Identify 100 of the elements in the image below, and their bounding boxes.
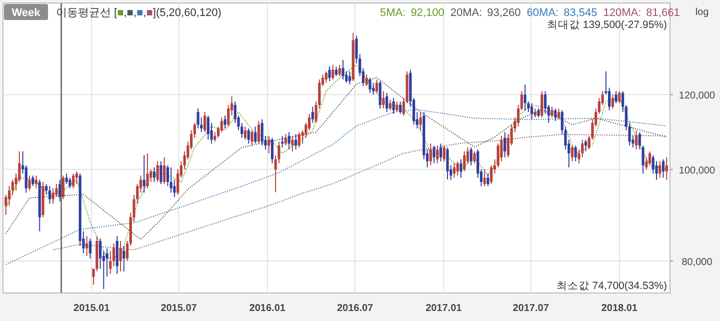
candlestick [260, 118, 264, 146]
annotation: 최소값 74,700(34.53%) [556, 280, 667, 292]
candlestick [28, 175, 31, 191]
candlestick [419, 112, 422, 131]
candlestick [156, 160, 159, 182]
candlestick [348, 70, 352, 85]
candlestick [524, 84, 526, 111]
candlestick [618, 90, 621, 104]
candlestick [392, 98, 395, 114]
candlestick [298, 132, 300, 148]
candlestick [68, 177, 72, 189]
candlestick [388, 99, 392, 111]
candlestick [584, 139, 588, 152]
candlestick [152, 166, 156, 182]
candlestick [291, 135, 294, 152]
candlestick [634, 130, 638, 150]
candlestick [662, 158, 665, 178]
x-tick-label: 2017.07 [512, 303, 550, 314]
candlestick [463, 150, 466, 172]
candlestick [142, 154, 146, 194]
candlestick [386, 92, 388, 113]
candlestick [34, 175, 38, 189]
x-tick-label: 2018.01 [601, 303, 638, 314]
annotation: 92,100 [410, 7, 444, 19]
candlestick [24, 164, 28, 194]
candlestick [504, 132, 506, 158]
candlestick [382, 90, 385, 109]
x-tick-label: 2016.01 [249, 303, 286, 314]
annotation: 93,260 [487, 7, 521, 19]
candlestick [4, 194, 8, 216]
candlestick [432, 145, 436, 164]
candlestick [557, 108, 560, 120]
candlestick [483, 168, 486, 187]
candlestick [368, 77, 372, 94]
candlestick [442, 145, 446, 162]
candlestick [334, 66, 338, 77]
candlestick [429, 143, 432, 166]
candlestick [530, 102, 534, 120]
candlestick [58, 179, 62, 202]
candlestick [614, 90, 618, 104]
candlestick [72, 173, 75, 189]
candlestick [122, 245, 126, 272]
annotation: 최대값 139,500(-27.95%) [547, 19, 667, 31]
candlestick [378, 80, 382, 109]
candlestick [288, 132, 290, 150]
candlestick [206, 115, 210, 140]
candlestick [32, 175, 34, 187]
candlestick [570, 145, 574, 162]
candlestick [119, 240, 122, 272]
candlestick [324, 70, 328, 84]
candlestick [648, 150, 652, 166]
candlestick [436, 145, 439, 164]
candlestick [332, 64, 334, 80]
candlestick [281, 135, 284, 148]
text: log [695, 7, 709, 18]
text: [■,■,■,■](5,20,60,120) [114, 7, 222, 19]
candlestick [540, 90, 544, 118]
x-tick-label: 2015.07 [160, 303, 198, 314]
candlestick [163, 156, 166, 185]
candlestick [446, 146, 449, 180]
candlestick [52, 188, 54, 204]
candlestick [75, 170, 78, 185]
candlestick [160, 160, 162, 185]
candlestick [85, 236, 88, 256]
candlestick [486, 173, 490, 187]
candlestick [338, 64, 341, 77]
candlestick [365, 74, 368, 87]
annotation: 83,545 [564, 7, 598, 19]
candlestick [294, 134, 298, 150]
y-tick-label: 100,000 [678, 165, 716, 176]
candlestick [196, 108, 200, 129]
candlestick [396, 100, 398, 113]
candlestick [170, 166, 172, 194]
x-tick-label: 2017.01 [426, 303, 462, 314]
candlestick [65, 173, 68, 185]
candlestick [439, 143, 442, 162]
x-tick-label: 2016.07 [336, 303, 374, 314]
candlestick [227, 104, 230, 128]
y-tick-label: 120,000 [678, 90, 716, 102]
text: 120MA: [603, 7, 642, 19]
candlestick [250, 130, 254, 146]
candlestick [270, 137, 274, 164]
candlestick [658, 160, 662, 178]
candlestick [554, 108, 557, 122]
candlestick [470, 146, 472, 166]
candlestick [146, 152, 149, 189]
candlestick [254, 126, 257, 144]
y-tick-label: 80,000 [682, 257, 713, 268]
text: 60MA: [526, 7, 559, 19]
candlestick [62, 175, 64, 200]
text: 20MA: [450, 7, 482, 19]
candlestick [399, 100, 402, 114]
candlestick [611, 94, 614, 109]
candlestick [574, 145, 577, 162]
candlestick [247, 128, 250, 144]
candlestick [452, 162, 456, 178]
candlestick [550, 106, 554, 118]
candlestick [224, 115, 226, 129]
candlestick [203, 112, 206, 133]
candlestick [645, 156, 648, 170]
